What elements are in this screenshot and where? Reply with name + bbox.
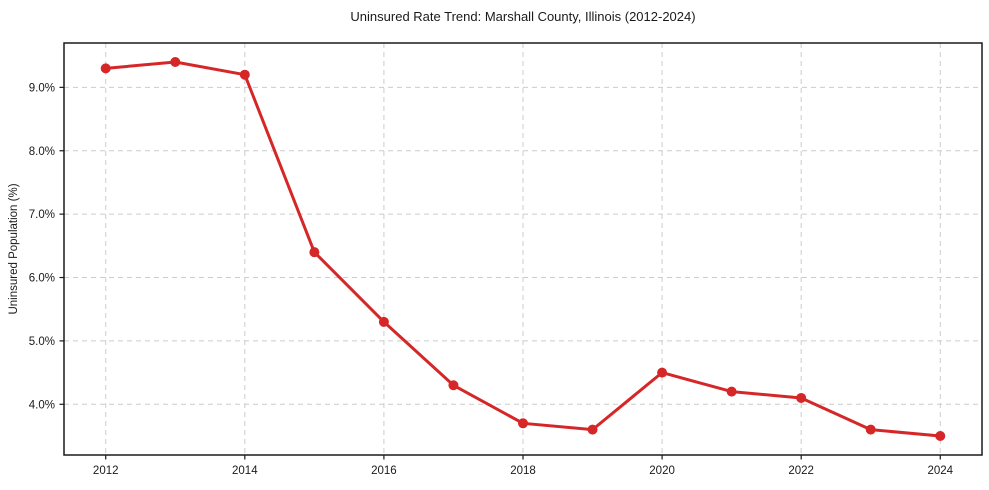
x-tick-label: 2016 — [371, 465, 397, 477]
grid-layer — [64, 43, 982, 455]
y-axis-title: Uninsured Population (%) — [8, 183, 20, 314]
plot-frame — [63, 42, 983, 456]
y-tick-label: 8.0% — [29, 146, 55, 158]
data-point — [935, 430, 946, 441]
data-point — [726, 386, 737, 397]
series-uninsured-rate — [100, 57, 946, 441]
data-point — [518, 418, 528, 429]
data-point — [796, 392, 807, 403]
data-point — [448, 380, 459, 391]
x-tick-label: 2012 — [93, 465, 119, 477]
axis-layer: 2012 2014 2016 2018 2020 2022 2024 4.0% 5.0% 6.0%… — [29, 82, 954, 477]
data-point — [865, 424, 876, 435]
y-tick-label: 4.0% — [29, 399, 55, 411]
x-tick-label: 2018 — [510, 465, 536, 477]
data-point — [170, 57, 181, 68]
x-tick-label: 2014 — [232, 465, 258, 477]
y-tick-label: 9.0% — [29, 82, 55, 94]
x-tick-label: 2024 — [927, 465, 953, 477]
data-point — [239, 69, 250, 80]
data-point — [100, 63, 111, 74]
x-tick-label: 2020 — [649, 465, 675, 477]
x-tick-label: 2022 — [788, 465, 814, 477]
frame-layer — [63, 42, 983, 456]
data-point — [657, 367, 668, 378]
y-tick-label: 7.0% — [29, 209, 55, 221]
y-tick-label: 5.0% — [29, 336, 55, 348]
data-point — [309, 247, 320, 258]
y-tick-label: 6.0% — [29, 273, 55, 285]
data-point — [587, 424, 598, 435]
chart-title: Uninsured Rate Trend: Marshall County, I… — [350, 9, 695, 24]
data-point — [378, 316, 389, 327]
